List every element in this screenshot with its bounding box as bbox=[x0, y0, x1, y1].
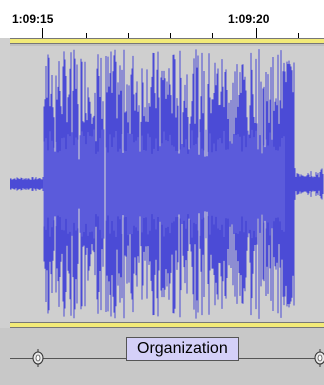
circle-handle-icon[interactable] bbox=[32, 349, 44, 367]
selection-bar-bottom[interactable] bbox=[10, 322, 324, 328]
selection-bar-top[interactable] bbox=[10, 38, 324, 44]
timeline-minor-tick bbox=[128, 33, 129, 38]
timeline-ruler[interactable]: 1:09:15 1:09:20 bbox=[0, 0, 324, 38]
timeline-minor-tick bbox=[298, 33, 299, 38]
timeline-minor-tick bbox=[86, 33, 87, 38]
track-left-gutter bbox=[0, 0, 10, 385]
timeline-label-end: 1:09:20 bbox=[228, 12, 270, 26]
timeline-major-tick bbox=[256, 28, 257, 38]
timeline-minor-tick bbox=[170, 33, 171, 38]
label-text-box[interactable]: Organization bbox=[126, 337, 239, 361]
timeline-label-start: 1:09:15 bbox=[12, 12, 54, 26]
waveform-graphic bbox=[10, 49, 324, 319]
timeline-major-tick bbox=[42, 28, 43, 38]
circle-handle-icon[interactable] bbox=[314, 349, 324, 367]
audio-waveform-track[interactable] bbox=[10, 46, 324, 322]
timeline-minor-tick bbox=[212, 33, 213, 38]
